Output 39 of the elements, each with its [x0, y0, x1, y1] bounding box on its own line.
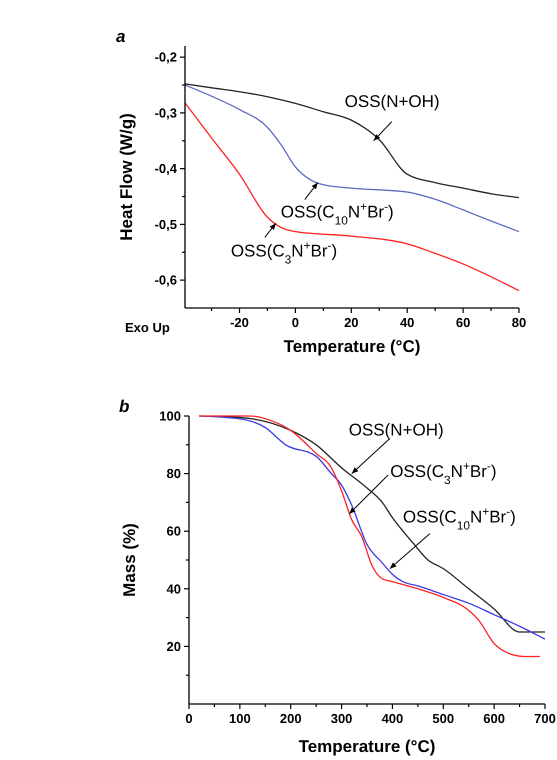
x-axis-title: Temperature (°C): [284, 337, 420, 356]
y-tick-label: 60: [166, 524, 181, 539]
annotation: OSS(C$_{10}$N$^{+}$Br$^{-}$): [280, 200, 394, 228]
y-axis-title: Heat Flow (W/g): [117, 113, 136, 241]
y-tick-label: -0,5: [154, 216, 177, 232]
chart-title: a: [116, 27, 126, 46]
line-series: [184, 84, 520, 232]
y-tick-label: -0,6: [154, 272, 177, 288]
y-tick-label: 20: [166, 638, 181, 654]
y-axis-title: Mass (%): [120, 523, 139, 597]
x-tick-label: 500: [432, 711, 454, 726]
x-tick-label: 80: [512, 315, 526, 330]
x-tick-label: 300: [330, 711, 352, 726]
y-tick-label: -0,4: [154, 161, 178, 176]
annotation: OSS(C$_{10}$N$^{+}$Br$^{-}$): [402, 504, 516, 533]
x-tick-label: 700: [534, 711, 556, 726]
annotation: OSS(N+OH): [348, 420, 444, 440]
annotation: OSS(C$_{3}$N$^{+}$Br$^{-}$): [390, 458, 497, 487]
x-axis-title: Temperature (°C): [298, 737, 436, 756]
x-tick-label: 20: [344, 315, 359, 330]
y-tick-label: -0,3: [154, 105, 177, 120]
x-tick-label: 60: [456, 315, 470, 330]
annotation: OSS(C$_{3}$N$^{+}$Br$^{-}$): [230, 238, 338, 266]
x-tick-label: 0: [292, 315, 300, 330]
x-tick-label: 400: [382, 711, 404, 726]
x-tick-label: 200: [280, 711, 302, 726]
y-tick-label: 100: [159, 408, 181, 424]
annotation: OSS(N+OH): [344, 92, 440, 111]
text: Exo Up: [125, 320, 170, 335]
x-tick-label: -20: [230, 315, 249, 330]
line-series: [184, 83, 520, 198]
x-tick-label: 0: [185, 711, 193, 726]
x-tick-label: 40: [400, 315, 414, 330]
y-tick-label: -0,2: [154, 50, 177, 65]
y-tick-label: 80: [166, 466, 181, 482]
x-tick-label: 600: [483, 711, 505, 726]
chart-title: b: [119, 397, 130, 416]
x-tick-label: 100: [229, 711, 251, 726]
y-tick-label: 40: [166, 581, 181, 596]
